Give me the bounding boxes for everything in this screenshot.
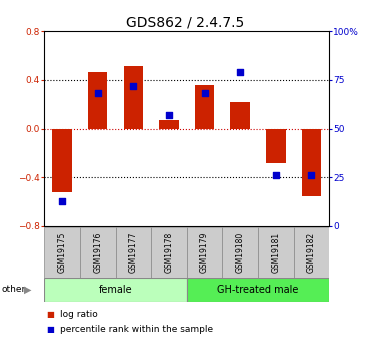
Text: GSM19182: GSM19182 bbox=[307, 231, 316, 273]
Bar bbox=[223, 227, 258, 278]
Text: percentile rank within the sample: percentile rank within the sample bbox=[60, 325, 213, 334]
Point bbox=[308, 172, 315, 178]
Text: GDS862 / 2.4.7.5: GDS862 / 2.4.7.5 bbox=[126, 16, 244, 30]
Bar bbox=[258, 227, 294, 278]
Bar bbox=[88, 72, 107, 128]
Bar bbox=[230, 102, 250, 128]
Text: GSM19175: GSM19175 bbox=[58, 231, 67, 273]
Bar bbox=[44, 278, 187, 302]
Bar bbox=[124, 66, 143, 128]
Point bbox=[59, 198, 65, 204]
Bar bbox=[116, 227, 151, 278]
Text: GSM19178: GSM19178 bbox=[164, 231, 173, 273]
Bar bbox=[44, 227, 80, 278]
Bar bbox=[301, 128, 321, 196]
Point bbox=[130, 83, 136, 88]
Bar bbox=[159, 120, 179, 128]
Bar bbox=[293, 227, 329, 278]
Bar bbox=[52, 128, 72, 192]
Text: female: female bbox=[99, 285, 132, 295]
Text: ▶: ▶ bbox=[24, 285, 32, 295]
Bar bbox=[195, 85, 214, 128]
Text: log ratio: log ratio bbox=[60, 310, 97, 319]
Bar bbox=[151, 227, 187, 278]
Point bbox=[95, 91, 101, 96]
Point bbox=[237, 69, 243, 75]
Text: GSM19176: GSM19176 bbox=[93, 231, 102, 273]
Point bbox=[273, 172, 279, 178]
Text: ■: ■ bbox=[46, 325, 54, 334]
Bar bbox=[187, 278, 329, 302]
Bar bbox=[80, 227, 116, 278]
Point bbox=[201, 91, 208, 96]
Text: GSM19179: GSM19179 bbox=[200, 231, 209, 273]
Text: GH-treated male: GH-treated male bbox=[217, 285, 299, 295]
Bar bbox=[187, 227, 223, 278]
Text: ■: ■ bbox=[46, 310, 54, 319]
Point bbox=[166, 112, 172, 118]
Text: other: other bbox=[2, 285, 26, 294]
Text: GSM19181: GSM19181 bbox=[271, 231, 280, 273]
Text: GSM19177: GSM19177 bbox=[129, 231, 138, 273]
Text: GSM19180: GSM19180 bbox=[236, 231, 244, 273]
Bar bbox=[266, 128, 286, 162]
